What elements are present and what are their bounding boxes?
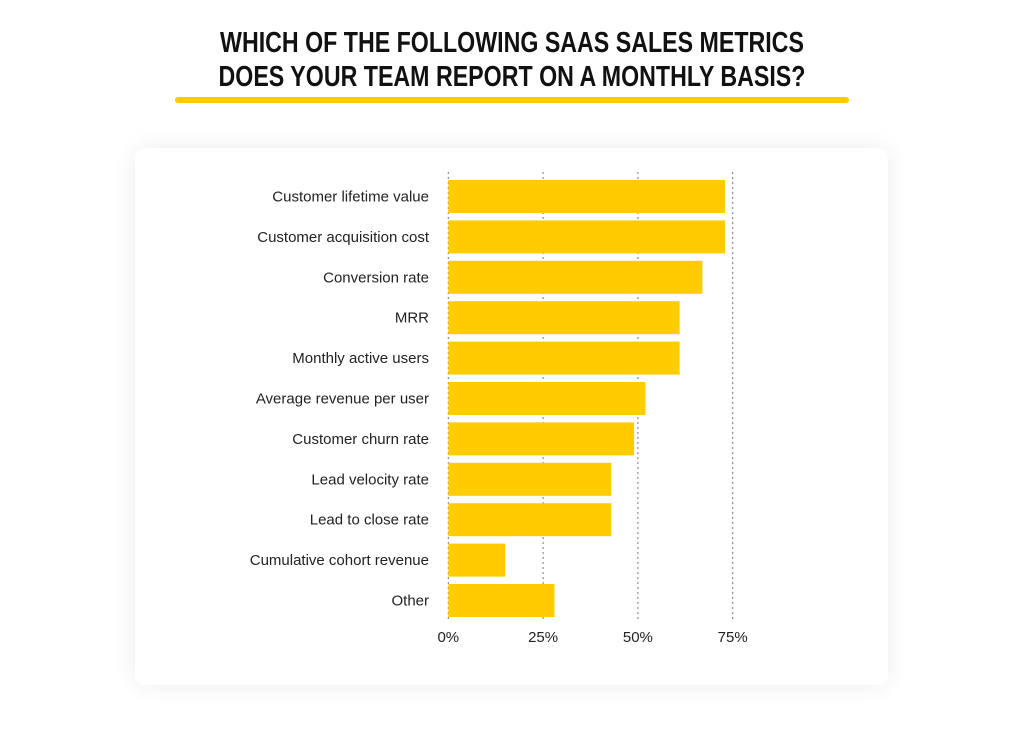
title-underline xyxy=(175,97,849,103)
category-label: Customer acquisition cost xyxy=(257,229,430,246)
bar xyxy=(448,180,726,213)
bar xyxy=(448,341,680,375)
category-label: Average revenue per user xyxy=(256,391,429,408)
x-tick-label: 50% xyxy=(623,629,653,646)
bar xyxy=(448,462,612,496)
bar xyxy=(448,382,646,415)
bar xyxy=(448,543,506,577)
x-tick-label: 75% xyxy=(718,629,748,646)
bar xyxy=(448,220,726,254)
bar xyxy=(448,503,612,537)
category-label: Customer churn rate xyxy=(292,431,429,448)
category-label: Customer lifetime value xyxy=(272,189,429,206)
x-tick-label: 0% xyxy=(437,629,459,646)
chart-title: WHICH OF THE FOLLOWING SAAS SALES METRIC… xyxy=(0,26,1024,94)
category-label: Lead to close rate xyxy=(310,512,429,529)
bar xyxy=(448,301,680,335)
title-line-2: DOES YOUR TEAM REPORT ON A MONTHLY BASIS… xyxy=(218,61,806,93)
bar xyxy=(448,584,555,617)
category-label: Lead velocity rate xyxy=(311,471,429,488)
bar xyxy=(448,260,703,294)
category-label: Cumulative cohort revenue xyxy=(250,552,429,569)
title-line-1: WHICH OF THE FOLLOWING SAAS SALES METRIC… xyxy=(220,27,804,59)
category-label: MRR xyxy=(395,310,429,327)
x-tick-label: 25% xyxy=(528,629,558,646)
category-label: Monthly active users xyxy=(292,350,429,367)
category-label: Conversion rate xyxy=(323,269,429,286)
bar xyxy=(448,422,635,456)
category-label: Other xyxy=(391,593,429,610)
